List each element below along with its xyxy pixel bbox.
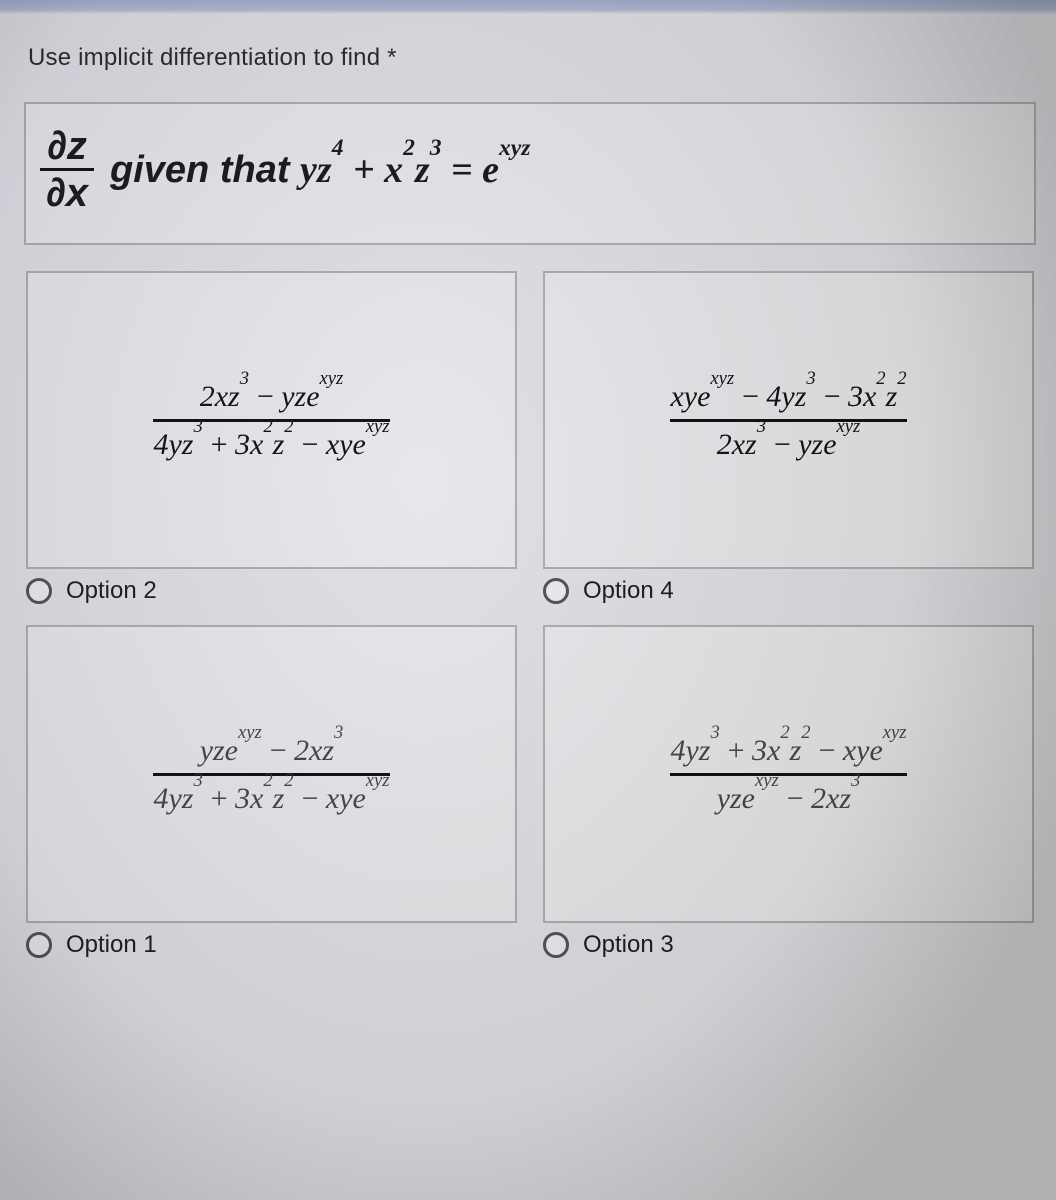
given-text-words: given that [110, 149, 289, 191]
given-equation-box: ∂z ∂x given that yz4 + x2z3 = exyz [24, 102, 1036, 245]
radio-icon [543, 578, 569, 604]
option-label: Option 3 [583, 931, 674, 959]
option-card-1[interactable]: yzexyz−2xz3 4yz3+3x2z2−xyexyz [26, 625, 517, 923]
option-formula-4: xyexyz−4yz3−3x2z2 2xz3−yzexyz [670, 380, 906, 461]
option-radio-1[interactable]: Option 1 [26, 931, 517, 959]
partial-fraction: ∂z ∂x [40, 126, 94, 213]
option-label: Option 2 [66, 577, 157, 605]
option-card-2[interactable]: 2xz3−yzexyz 4yz3+3x2z2−xyexyz [26, 271, 517, 569]
question-prompt: Use implicit differentiation to find * [28, 44, 1038, 72]
fraction-numerator: ∂z [41, 126, 93, 168]
option-label: Option 1 [66, 931, 157, 959]
radio-icon [26, 932, 52, 958]
option-formula-1: yzexyz−2xz3 4yz3+3x2z2−xyexyz [153, 734, 389, 815]
option-label: Option 4 [583, 577, 674, 605]
option-radio-2[interactable]: Option 2 [26, 577, 517, 605]
options-grid: 2xz3−yzexyz 4yz3+3x2z2−xyexyz Option 2 x… [26, 271, 1034, 959]
option-card-3[interactable]: 4yz3+3x2z2−xyexyz yzexyz−2xz3 [543, 625, 1034, 923]
option-formula-3: 4yz3+3x2z2−xyexyz yzexyz−2xz3 [670, 734, 906, 815]
option-card-4[interactable]: xyexyz−4yz3−3x2z2 2xz3−yzexyz [543, 271, 1034, 569]
radio-icon [543, 932, 569, 958]
radio-icon [26, 578, 52, 604]
fraction-denominator: ∂x [40, 171, 94, 213]
option-radio-4[interactable]: Option 4 [543, 577, 1034, 605]
option-radio-3[interactable]: Option 3 [543, 931, 1034, 959]
option-formula-2: 2xz3−yzexyz 4yz3+3x2z2−xyexyz [153, 380, 389, 461]
given-text: given that yz4 + x2z3 = exyz [110, 148, 530, 192]
